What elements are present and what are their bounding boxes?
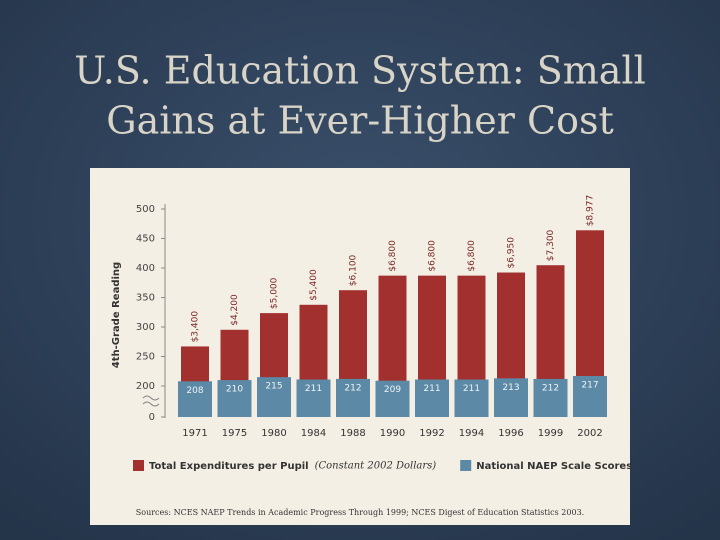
value-label: 217 bbox=[581, 380, 598, 390]
x-tick-label: 1975 bbox=[222, 428, 247, 439]
bar bbox=[454, 379, 489, 417]
bar bbox=[217, 380, 252, 417]
x-tick-label: 1980 bbox=[261, 428, 286, 439]
value-label: $6,800 bbox=[388, 240, 398, 272]
value-label: $6,800 bbox=[467, 240, 477, 272]
x-tick-label: 1992 bbox=[419, 428, 444, 439]
value-label: $6,800 bbox=[428, 240, 438, 272]
y-tick-label: 250 bbox=[136, 352, 155, 363]
x-tick-label: 2002 bbox=[577, 428, 602, 439]
bar bbox=[178, 381, 212, 417]
bar bbox=[257, 377, 291, 417]
y-tick-label: 500 bbox=[136, 204, 155, 215]
legend-label: Total Expenditures per Pupil bbox=[149, 461, 309, 472]
value-label: 211 bbox=[305, 384, 322, 394]
bar bbox=[533, 378, 568, 417]
value-label: $6,950 bbox=[507, 237, 517, 269]
slide-title: U.S. Education System: Small bbox=[74, 49, 645, 93]
x-tick-label: 1999 bbox=[538, 428, 563, 439]
x-tick-label: 1994 bbox=[459, 428, 484, 439]
value-label: 213 bbox=[502, 383, 519, 393]
value-label: $8,977 bbox=[586, 195, 596, 227]
x-tick-label: 1984 bbox=[301, 428, 326, 439]
y-tick-label: 0 bbox=[149, 412, 155, 423]
y-axis-title: 4th-Grade Reading bbox=[111, 262, 122, 368]
bar bbox=[415, 379, 449, 417]
legend-swatch bbox=[133, 460, 144, 471]
axis-break bbox=[142, 395, 160, 407]
source-note: Sources: NCES NAEP Trends in Academic Pr… bbox=[136, 508, 584, 517]
value-label: 210 bbox=[226, 385, 243, 395]
y-tick-label: 200 bbox=[136, 381, 155, 392]
bar bbox=[296, 379, 331, 417]
value-label: $7,300 bbox=[546, 229, 556, 261]
value-label: $5,400 bbox=[309, 269, 319, 301]
value-label: $4,200 bbox=[230, 294, 240, 326]
value-label: 208 bbox=[186, 386, 203, 396]
x-tick-label: 1990 bbox=[380, 428, 405, 439]
bar bbox=[375, 380, 410, 417]
slide-title: Gains at Ever-Higher Cost bbox=[106, 99, 613, 143]
value-label: 211 bbox=[423, 384, 440, 394]
y-tick-label: 300 bbox=[136, 322, 155, 333]
x-tick-label: 1996 bbox=[498, 428, 523, 439]
legend-swatch bbox=[460, 460, 472, 471]
value-label: 212 bbox=[344, 383, 361, 393]
bar bbox=[494, 378, 528, 417]
value-label: 212 bbox=[542, 383, 559, 393]
x-tick-label: 1988 bbox=[340, 428, 365, 439]
legend-note: (Constant 2002 Dollars) bbox=[315, 461, 437, 472]
value-label: $6,100 bbox=[349, 254, 359, 286]
value-label: 215 bbox=[265, 382, 282, 392]
bar bbox=[573, 375, 607, 417]
y-tick-label: 400 bbox=[136, 263, 155, 274]
value-label: $5,000 bbox=[270, 277, 280, 309]
bar bbox=[336, 378, 370, 417]
y-tick-label: 350 bbox=[136, 293, 155, 304]
value-label: 211 bbox=[463, 384, 480, 394]
value-label: 209 bbox=[384, 385, 401, 395]
y-tick-label: 450 bbox=[136, 234, 155, 245]
x-tick-label: 1971 bbox=[182, 428, 207, 439]
value-label: $3,400 bbox=[191, 311, 201, 343]
legend-label: National NAEP Scale Scores bbox=[476, 461, 632, 472]
